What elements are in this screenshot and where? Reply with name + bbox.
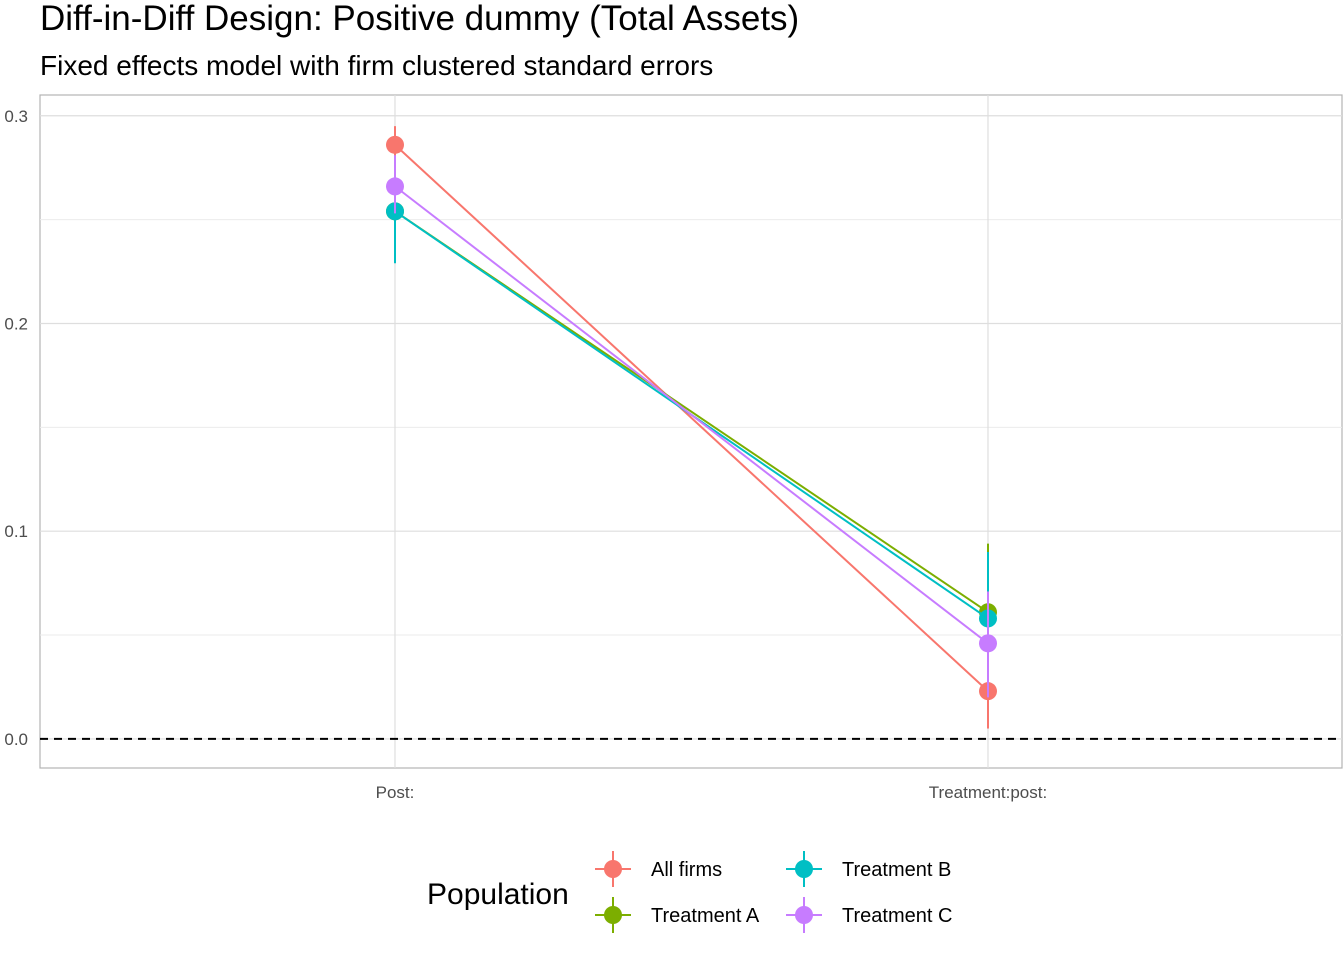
data-point bbox=[386, 135, 404, 154]
y-tick-label: 0.0 bbox=[4, 730, 28, 749]
legend-item: Treatment C bbox=[786, 897, 952, 933]
legend-label: All firms bbox=[651, 859, 722, 881]
plot-panel bbox=[39, 94, 1343, 769]
series-line bbox=[394, 144, 989, 692]
legend: Population All firms Treatment A Treatment… bbox=[427, 851, 952, 933]
legend-key-point bbox=[795, 906, 813, 924]
legend-key-point bbox=[795, 860, 813, 878]
legend-key-point bbox=[604, 906, 622, 924]
legend-label: Treatment C bbox=[842, 905, 952, 927]
y-tick-label: 0.3 bbox=[4, 107, 28, 126]
data-point bbox=[979, 634, 997, 653]
chart-title: Diff-in-Diff Design: Positive dummy (Tot… bbox=[40, 0, 799, 38]
legend-label: Treatment A bbox=[651, 905, 760, 927]
series-line bbox=[394, 185, 989, 645]
y-tick-label: 0.2 bbox=[4, 314, 28, 333]
legend-label: Treatment B bbox=[842, 859, 951, 881]
series-treatment-c bbox=[386, 155, 997, 698]
legend-item: Treatment B bbox=[786, 851, 951, 887]
legend-item: Treatment A bbox=[595, 897, 760, 933]
legend-key-point bbox=[604, 860, 622, 878]
legend-title: Population bbox=[427, 878, 569, 911]
y-tick-label: 0.1 bbox=[4, 522, 28, 541]
x-tick-label: Post: bbox=[376, 783, 415, 802]
chart-subtitle: Fixed effects model with firm clustered … bbox=[40, 50, 713, 81]
data-point bbox=[386, 177, 404, 196]
x-axis-ticks: Post: Treatment:post: bbox=[376, 783, 1048, 802]
y-axis-ticks: 0.0 0.1 0.2 0.3 bbox=[4, 107, 28, 749]
series-group bbox=[386, 126, 997, 729]
legend-item: All firms bbox=[595, 851, 722, 887]
x-tick-label: Treatment:post: bbox=[929, 783, 1047, 802]
